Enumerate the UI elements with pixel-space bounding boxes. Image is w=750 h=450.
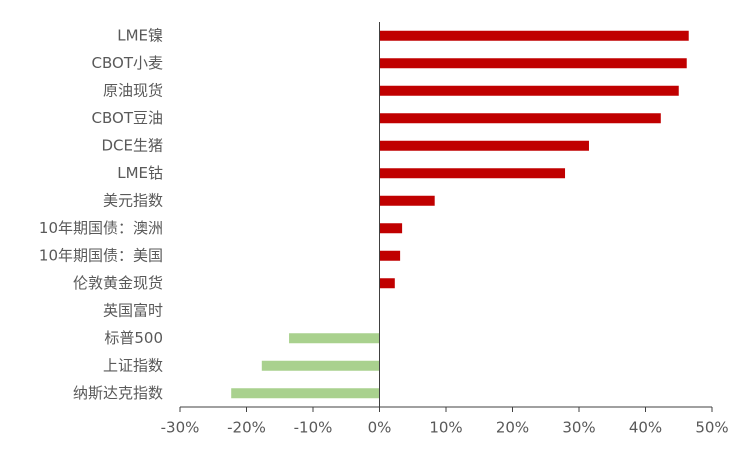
- x-tick-label: 10%: [429, 419, 462, 437]
- y-tick-label: 10年期国债：美国: [39, 246, 163, 264]
- y-tick-label: 标普500: [104, 329, 163, 347]
- bar: [379, 58, 687, 69]
- y-tick-label: 10年期国债：澳洲: [39, 219, 163, 237]
- y-tick-label: 纳斯达克指数: [73, 384, 163, 402]
- y-tick-label: DCE生猪: [101, 136, 163, 154]
- x-tick-label: 50%: [695, 419, 728, 437]
- y-tick-label: CBOT豆油: [92, 109, 163, 127]
- x-tick-label: 20%: [496, 419, 529, 437]
- bar: [231, 388, 380, 399]
- y-tick-label: LME镍: [117, 26, 163, 44]
- y-tick-label: 伦敦黄金现货: [73, 274, 163, 292]
- bar: [379, 85, 679, 96]
- x-tick-label: -20%: [227, 419, 266, 437]
- x-tick-label: 0%: [368, 419, 392, 437]
- bar: [289, 333, 380, 344]
- x-tick-label: -30%: [161, 419, 200, 437]
- bar: [261, 360, 380, 371]
- x-tick-label: -10%: [294, 419, 333, 437]
- bar: [379, 140, 589, 151]
- x-tick-label: 30%: [562, 419, 595, 437]
- bar: [379, 278, 395, 289]
- y-tick-label: 美元指数: [103, 191, 163, 209]
- x-tick-label: 40%: [629, 419, 662, 437]
- y-tick-label: 原油现货: [103, 81, 163, 99]
- bar: [379, 195, 435, 206]
- bar: [379, 168, 566, 179]
- bar: [379, 30, 689, 41]
- bar: [379, 223, 403, 234]
- bar: [379, 250, 401, 261]
- y-tick-label: 英国富时: [103, 301, 163, 319]
- y-tick-label: 上证指数: [103, 356, 163, 374]
- bar: [379, 113, 661, 124]
- y-tick-label: LME钴: [117, 164, 163, 182]
- y-tick-label: CBOT小麦: [92, 54, 163, 72]
